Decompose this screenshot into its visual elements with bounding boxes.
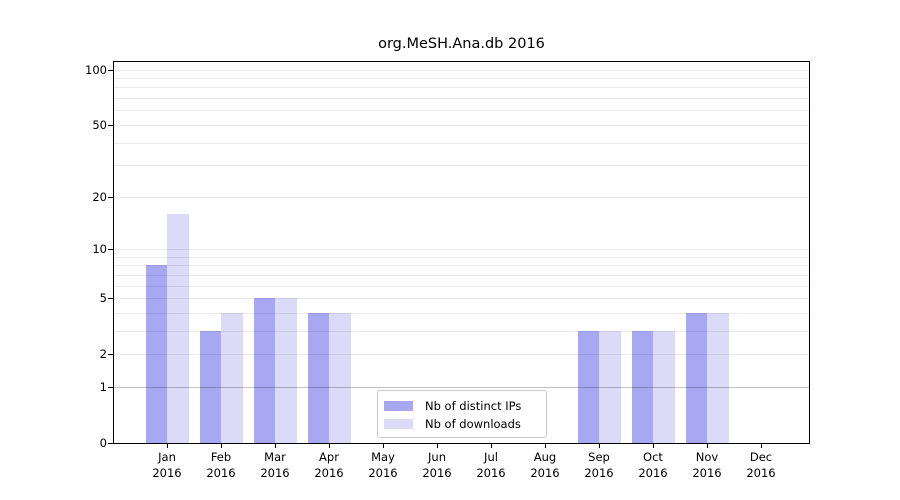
gridline-100: [114, 69, 809, 71]
y-tick-label-50: 50: [92, 117, 107, 132]
x-tick-oct-2016: [653, 444, 654, 448]
x-tick-label-oct-2016: Oct 2016: [638, 450, 668, 480]
y-tick-label-0: 0: [99, 436, 107, 450]
x-tick-mar-2016: [275, 444, 276, 448]
plot-area: [113, 61, 810, 444]
y-tick-100: [108, 69, 114, 71]
y-tick-2: [108, 354, 114, 356]
bar-nb-of-downloads-jan-2016: [167, 213, 189, 443]
legend-swatch-nb-of-downloads: [384, 419, 413, 429]
y-tick-label-2: 2: [99, 347, 107, 362]
bar-nb-of-distinct-ips-oct-2016: [631, 330, 653, 443]
x-tick-label-mar-2016: Mar 2016: [260, 450, 290, 480]
y-tick-5: [108, 298, 114, 300]
x-tick-feb-2016: [221, 444, 222, 448]
bar-nb-of-downloads-feb-2016: [221, 312, 243, 443]
bar-nb-of-downloads-nov-2016: [707, 312, 729, 443]
x-tick-label-apr-2016: Apr 2016: [314, 450, 344, 480]
y-tick-1: [108, 386, 114, 388]
x-tick-label-may-2016: May 2016: [368, 450, 398, 480]
gridline-50: [114, 124, 809, 126]
x-tick-label-dec-2016: Dec 2016: [746, 450, 776, 480]
y-tick-0: [108, 443, 114, 444]
x-tick-apr-2016: [329, 444, 330, 448]
x-tick-jan-2016: [167, 444, 168, 448]
gridline-9: [114, 256, 809, 258]
gridline-5: [114, 298, 809, 300]
y-tick-50: [108, 124, 114, 126]
gridline-90: [114, 78, 809, 80]
gridline-3: [114, 330, 809, 332]
y-tick-label-10: 10: [92, 242, 107, 256]
legend-swatch-nb-of-distinct-ips: [384, 401, 413, 411]
gridline-20: [114, 196, 809, 198]
legend-item-nb-of-distinct-ips: Nb of distinct IPs: [378, 397, 546, 415]
x-tick-aug-2016: [545, 444, 546, 448]
x-tick-jun-2016: [437, 444, 438, 448]
legend-label-nb-of-downloads: Nb of downloads: [425, 417, 521, 431]
y-tick-10: [108, 249, 114, 250]
x-tick-label-sep-2016: Sep 2016: [584, 450, 614, 480]
gridline-2: [114, 354, 809, 356]
y-tick-label-5: 5: [99, 291, 107, 306]
x-tick-label-nov-2016: Nov 2016: [692, 450, 722, 480]
bar-nb-of-distinct-ips-feb-2016: [199, 330, 221, 443]
gridline-4: [114, 312, 809, 314]
y-tick-label-1: 1: [99, 379, 107, 394]
x-tick-label-feb-2016: Feb 2016: [206, 450, 236, 480]
gridline-10: [114, 249, 809, 250]
legend-item-nb-of-downloads: Nb of downloads: [378, 415, 546, 433]
gridline-8: [114, 265, 809, 267]
x-tick-jul-2016: [491, 444, 492, 448]
bar-nb-of-distinct-ips-jan-2016: [145, 265, 167, 443]
legend-label-nb-of-distinct-ips: Nb of distinct IPs: [425, 399, 522, 413]
y-tick-label-100: 100: [85, 62, 107, 77]
gridline-emphasized-1: [114, 386, 809, 388]
x-tick-dec-2016: [761, 444, 762, 448]
x-tick-label-jan-2016: Jan 2016: [152, 450, 182, 480]
gridline-30: [114, 165, 809, 167]
x-tick-label-jul-2016: Jul 2016: [476, 450, 506, 480]
legend: Nb of distinct IPs Nb of downloads: [377, 390, 547, 438]
gridline-6: [114, 285, 809, 287]
bar-nb-of-distinct-ips-apr-2016: [307, 312, 329, 443]
gridline-70: [114, 98, 809, 100]
bar-nb-of-downloads-mar-2016: [275, 298, 297, 443]
bar-nb-of-distinct-ips-nov-2016: [685, 312, 707, 443]
bar-nb-of-distinct-ips-sep-2016: [577, 330, 599, 443]
gridline-60: [114, 110, 809, 112]
y-tick-20: [108, 196, 114, 198]
x-tick-label-aug-2016: Aug 2016: [530, 450, 560, 480]
gridline-80: [114, 87, 809, 89]
x-tick-label-jun-2016: Jun 2016: [422, 450, 452, 480]
bar-nb-of-distinct-ips-mar-2016: [253, 298, 275, 443]
bar-nb-of-downloads-sep-2016: [599, 330, 621, 443]
y-tick-label-20: 20: [92, 189, 107, 204]
chart-title: org.MeSH.Ana.db 2016: [378, 36, 545, 52]
gridline-7: [114, 274, 809, 276]
bar-nb-of-downloads-apr-2016: [329, 312, 351, 443]
x-tick-sep-2016: [599, 444, 600, 448]
gridline-40: [114, 142, 809, 144]
bar-nb-of-downloads-oct-2016: [653, 330, 675, 443]
x-tick-nov-2016: [707, 444, 708, 448]
x-tick-may-2016: [383, 444, 384, 448]
